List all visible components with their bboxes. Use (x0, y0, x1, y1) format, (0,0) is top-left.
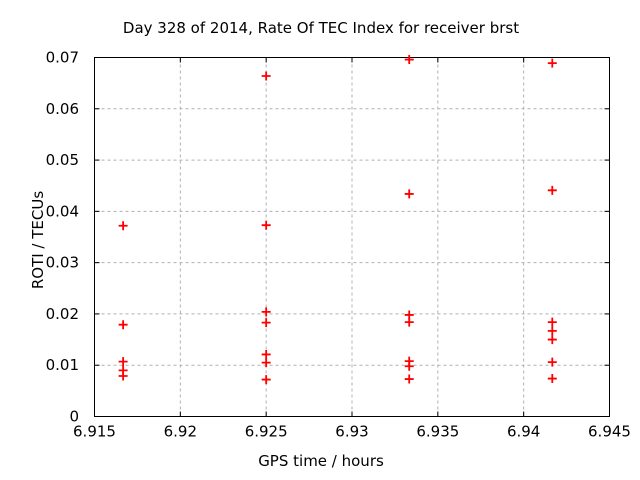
data-point-marker (118, 221, 128, 231)
x-tick-label: 6.925 (245, 423, 288, 441)
y-tick-label: 0.05 (46, 151, 79, 169)
x-tick-label: 6.92 (164, 423, 197, 441)
x-axis-label: GPS time / hours (258, 452, 384, 470)
data-point-marker (404, 374, 414, 384)
data-point-marker (118, 357, 128, 367)
data-point-marker (261, 375, 271, 385)
data-point-marker (261, 307, 271, 317)
plot-border (94, 57, 610, 417)
data-point-marker (404, 55, 414, 65)
y-tick-label: 0.04 (46, 202, 79, 220)
y-tick-label: 0.07 (46, 49, 79, 67)
data-point-marker (261, 318, 271, 328)
data-point-marker (261, 358, 271, 368)
data-point-marker (547, 317, 557, 327)
data-point-marker (547, 185, 557, 195)
data-point-marker (547, 357, 557, 367)
y-axis-label: ROTI / TECUs (29, 190, 47, 290)
chart-title: Day 328 of 2014, Rate Of TEC Index for r… (122, 19, 520, 37)
data-point-marker (261, 71, 271, 81)
data-point-marker (404, 361, 414, 371)
data-point-marker (547, 374, 557, 384)
data-point-marker (547, 326, 557, 336)
data-point-marker (261, 220, 271, 230)
x-tick-label: 6.935 (416, 423, 459, 441)
y-tick-label: 0.03 (46, 254, 79, 272)
data-point-marker (118, 371, 128, 381)
data-point-marker (547, 58, 557, 68)
y-tick-label: 0.02 (46, 305, 79, 323)
x-tick-label: 6.94 (507, 423, 540, 441)
data-point-marker (118, 320, 128, 330)
data-point-marker (404, 189, 414, 199)
y-tick-label: 0.06 (46, 100, 79, 118)
y-tick-label: 0 (69, 408, 79, 426)
y-tick-label: 0.01 (46, 356, 79, 374)
x-tick-label: 6.93 (335, 423, 368, 441)
x-tick-label: 6.945 (588, 423, 631, 441)
data-point-marker (404, 317, 414, 327)
data-point-marker (547, 335, 557, 345)
x-tick-label: 6.915 (73, 423, 116, 441)
data-point-marker (261, 349, 271, 359)
